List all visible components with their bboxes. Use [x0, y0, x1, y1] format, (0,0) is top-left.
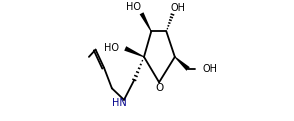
Text: HN: HN: [112, 98, 126, 108]
Polygon shape: [124, 46, 144, 57]
Text: HO: HO: [126, 2, 141, 12]
Text: OH: OH: [171, 3, 186, 13]
Text: HO: HO: [104, 43, 119, 53]
Polygon shape: [175, 57, 190, 71]
Text: O: O: [155, 83, 163, 93]
Text: OH: OH: [203, 64, 218, 74]
Polygon shape: [140, 12, 152, 32]
